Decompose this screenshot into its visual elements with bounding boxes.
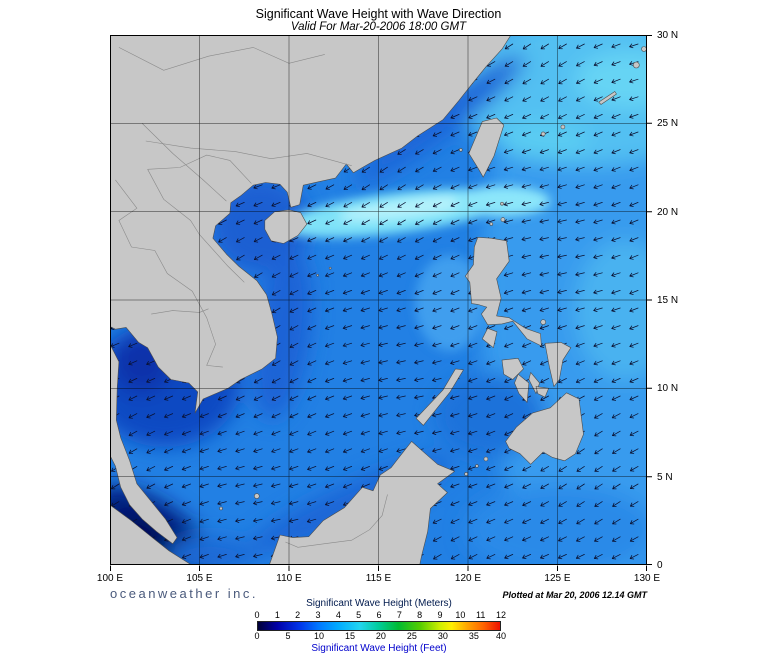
feet-tick: 10 — [313, 631, 324, 641]
meters-tick: 4 — [335, 610, 341, 620]
legend-feet-ticks: 0 5 10 15 20 25 30 35 40 — [254, 631, 506, 642]
x-tick-label: 105 E — [186, 573, 213, 584]
y-tick-label: 0 — [657, 560, 663, 571]
land-sumatra — [110, 504, 193, 565]
y-tick-label: 15 N — [657, 295, 679, 306]
meters-tick: 12 — [495, 610, 506, 620]
y-tick-label: 20 N — [657, 206, 679, 218]
legend-meters-ticks: 0 1 2 3 4 5 6 7 8 9 10 11 12 — [254, 610, 506, 621]
land-asia-mainland — [110, 35, 512, 414]
land-bohol — [535, 386, 549, 398]
x-tick-label: 125 E — [544, 573, 571, 584]
meters-tick: 9 — [437, 610, 443, 620]
land-borneo — [269, 441, 455, 565]
oceanweather-logo: oceanweather inc. — [110, 586, 259, 601]
x-tick-label: 115 E — [365, 573, 392, 584]
legend-meters-label: Significant Wave Height (Meters) — [306, 598, 452, 609]
meters-tick: 10 — [455, 610, 466, 620]
meters-tick: 2 — [295, 610, 301, 620]
y-tick-label: 5 N — [657, 471, 673, 483]
land-taiwan — [468, 117, 505, 178]
small-islands — [219, 46, 647, 511]
map-canvas — [110, 35, 652, 571]
meters-tick: 6 — [376, 610, 382, 620]
meters-tick: 11 — [475, 610, 486, 620]
map-frame — [110, 35, 647, 565]
land-mindanao — [505, 392, 584, 465]
feet-tick: 5 — [285, 631, 291, 641]
land-palawan — [415, 368, 464, 426]
meters-tick: 3 — [315, 610, 321, 620]
landmasses — [110, 35, 647, 565]
y-tick-label: 25 N — [657, 118, 679, 130]
feet-tick: 25 — [406, 631, 417, 641]
x-tick-label: 100 E — [96, 573, 124, 584]
land-hainan — [264, 209, 308, 244]
borders-and-rivers — [115, 47, 388, 548]
feet-tick: 40 — [495, 631, 506, 641]
meters-tick: 1 — [274, 610, 280, 620]
meters-tick: 8 — [417, 610, 423, 620]
chart-title: Significant Wave Height with Wave Direct… — [255, 7, 502, 21]
land-malay-peninsula — [110, 343, 178, 545]
land-okinawa — [598, 91, 617, 105]
feet-tick: 35 — [468, 631, 479, 641]
feet-tick: 15 — [344, 631, 355, 641]
land-luzon — [465, 237, 542, 347]
feet-tick: 20 — [375, 631, 386, 641]
land-samar-leyte — [544, 342, 572, 387]
land-mindoro — [482, 328, 498, 348]
chart-subtitle: Valid For Mar-20-2006 18:00 GMT — [290, 21, 467, 33]
y-tick-label: 10 N — [657, 383, 679, 395]
wave-height-cyan-streak — [280, 186, 550, 351]
legend-colorbar — [257, 621, 501, 631]
plotted-timestamp: Plotted at Mar 20, 2006 12.14 GMT — [502, 590, 647, 600]
x-tick-label: 110 E — [276, 573, 302, 584]
meters-tick: 5 — [356, 610, 362, 620]
x-tick-label: 120 E — [454, 573, 482, 584]
meters-tick: 0 — [254, 610, 260, 620]
legend-feet-label: Significant Wave Height (Feet) — [311, 643, 447, 654]
feet-tick: 0 — [254, 631, 260, 641]
axis-tick-marks — [110, 35, 652, 571]
feet-tick: 30 — [437, 631, 448, 641]
wave-height-field — [110, 35, 647, 565]
meters-tick: 7 — [396, 610, 402, 620]
grid-lines — [110, 35, 647, 565]
latitude-axis: 30 N 25 N 20 N 15 N 10 N 5 N 0 — [657, 30, 699, 571]
y-tick-label: 30 N — [657, 30, 679, 41]
x-tick-label: 130 E — [633, 573, 661, 584]
longitude-axis: 100 E 105 E 110 E 115 E 120 E 125 E 130 E — [97, 573, 662, 587]
